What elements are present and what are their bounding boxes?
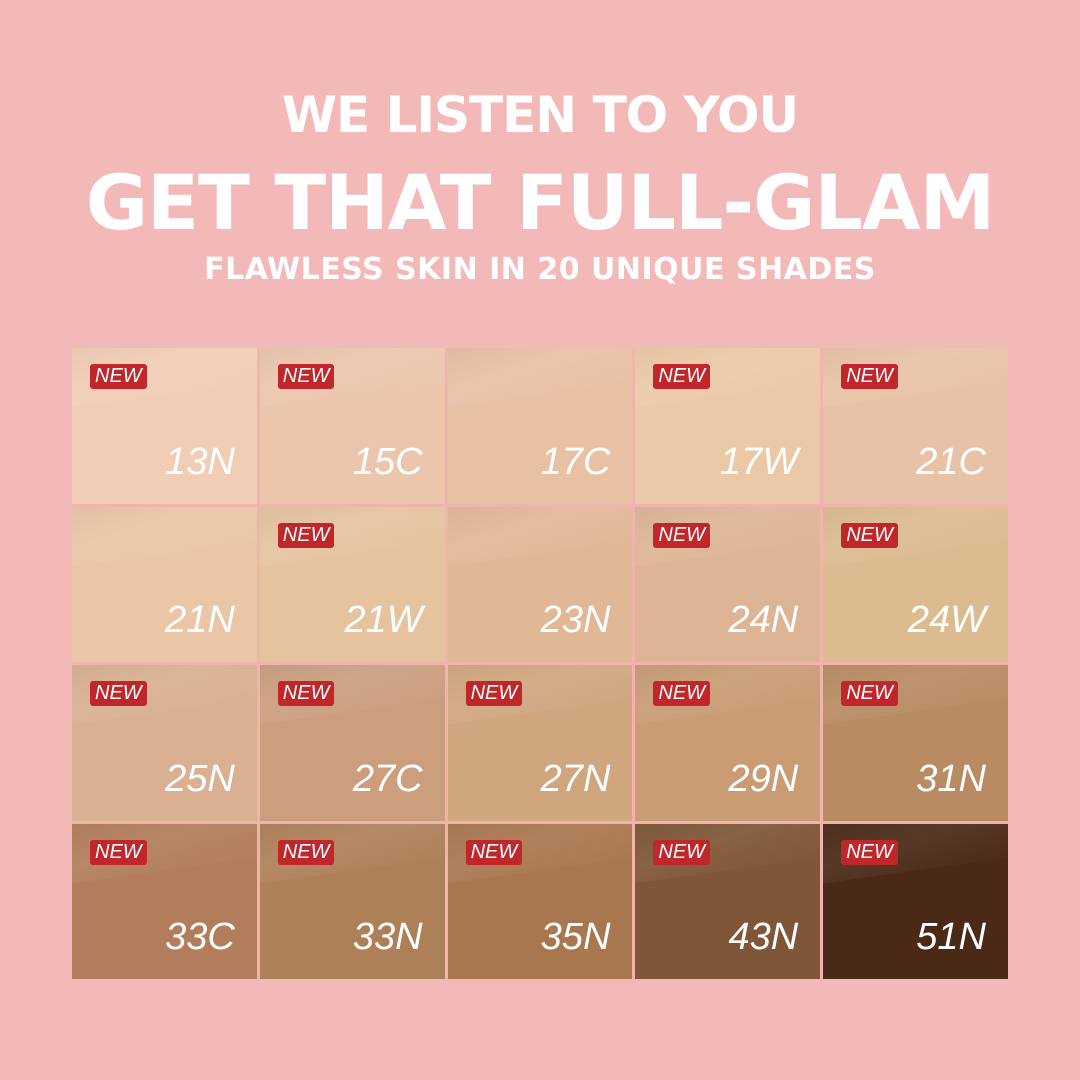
shade-swatch[interactable]: 17C bbox=[447, 348, 633, 504]
shade-name: 35N bbox=[540, 916, 611, 958]
shade-name: 25N bbox=[165, 757, 235, 800]
shade-name: 17W bbox=[720, 440, 799, 483]
new-badge: NEW bbox=[90, 839, 147, 865]
shade-name: 27C bbox=[352, 757, 423, 800]
shade-name: 21N bbox=[165, 599, 235, 641]
new-badge: NEW bbox=[841, 522, 898, 548]
shade-swatch[interactable]: NEW 43N bbox=[635, 823, 821, 979]
new-badge: NEW bbox=[653, 681, 711, 706]
shade-swatch[interactable]: NEW 21C bbox=[823, 348, 1008, 504]
shade-swatch[interactable]: NEW 15C bbox=[259, 348, 445, 504]
shade-swatch[interactable]: NEW 29N bbox=[635, 665, 821, 821]
shade-name: 27N bbox=[540, 757, 611, 800]
shade-grid: NEW 13N NEW 15C 17C NEW 17W NEW 21C 21N NEW 21W 23N N… bbox=[72, 348, 1008, 979]
shade-swatch[interactable]: NEW 33N bbox=[259, 823, 445, 979]
shade-name: 23N bbox=[540, 599, 611, 641]
shade-name: 51N bbox=[916, 916, 986, 958]
shade-name: 13N bbox=[165, 440, 235, 483]
new-badge: NEW bbox=[841, 364, 898, 389]
shade-swatch[interactable]: NEW 27C bbox=[259, 665, 445, 821]
shade-swatch[interactable]: NEW 25N bbox=[72, 665, 257, 821]
shade-swatch[interactable]: 23N bbox=[447, 506, 633, 662]
shade-name: 43N bbox=[728, 916, 799, 958]
new-badge: NEW bbox=[277, 364, 335, 389]
shade-name: 29N bbox=[728, 757, 799, 800]
shade-name: 24W bbox=[907, 599, 986, 641]
shade-name: 15C bbox=[352, 440, 423, 483]
new-badge: NEW bbox=[277, 839, 335, 865]
new-badge: NEW bbox=[653, 364, 711, 389]
shade-name: 33C bbox=[165, 916, 235, 958]
shade-name: 17C bbox=[540, 440, 611, 483]
shade-name: 31N bbox=[916, 757, 986, 800]
new-badge: NEW bbox=[841, 839, 898, 865]
shade-name: 21W bbox=[344, 599, 423, 641]
shade-swatch[interactable]: NEW 21W bbox=[259, 506, 445, 662]
shade-name: 33N bbox=[352, 916, 423, 958]
shade-swatch[interactable]: NEW 51N bbox=[823, 823, 1008, 979]
shade-swatch[interactable]: NEW 33C bbox=[72, 823, 257, 979]
shade-swatch[interactable]: NEW 13N bbox=[72, 348, 257, 504]
shade-swatch[interactable]: NEW 31N bbox=[823, 665, 1008, 821]
new-badge: NEW bbox=[465, 839, 523, 865]
headline: GET THAT FULL-GLAM bbox=[85, 158, 996, 247]
tagline: WE LISTEN TO YOU bbox=[281, 86, 799, 144]
new-badge: NEW bbox=[90, 364, 147, 389]
new-badge: NEW bbox=[277, 681, 335, 706]
shade-swatch[interactable]: NEW 27N bbox=[447, 665, 633, 821]
new-badge: NEW bbox=[653, 839, 711, 865]
new-badge: NEW bbox=[841, 681, 898, 706]
new-badge: NEW bbox=[90, 681, 147, 706]
shade-name: 21C bbox=[916, 440, 986, 483]
shade-swatch[interactable]: NEW 17W bbox=[635, 348, 821, 504]
shade-swatch[interactable]: 21N bbox=[72, 506, 257, 662]
subheadline: FLAWLESS SKIN IN 20 UNIQUE SHADES bbox=[204, 252, 876, 287]
new-badge: NEW bbox=[277, 522, 335, 548]
shade-name: 24N bbox=[728, 599, 799, 641]
new-badge: NEW bbox=[465, 681, 523, 706]
shade-swatch[interactable]: NEW 35N bbox=[447, 823, 633, 979]
shade-swatch[interactable]: NEW 24N bbox=[635, 506, 821, 662]
new-badge: NEW bbox=[653, 522, 711, 548]
shade-swatch[interactable]: NEW 24W bbox=[823, 506, 1008, 662]
